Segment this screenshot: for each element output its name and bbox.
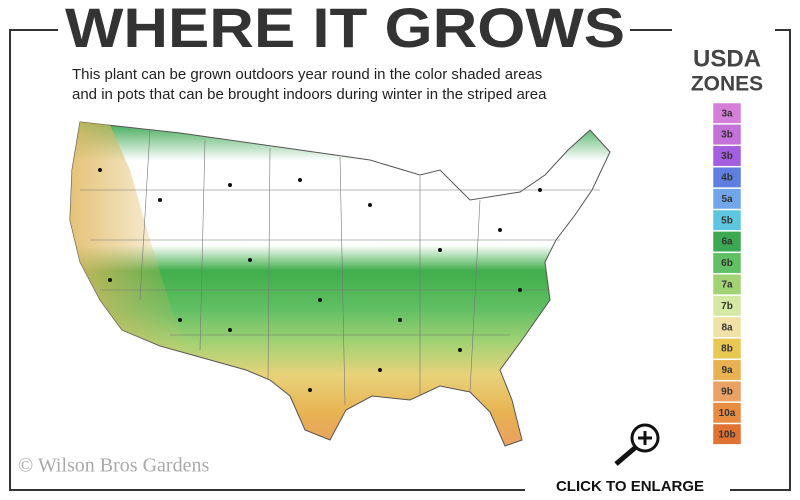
zone-swatch — [712, 423, 742, 445]
zone-swatch — [712, 380, 742, 402]
us-map — [69, 121, 611, 447]
frame — [9, 29, 791, 491]
legend: 3a 3b 3b 4b 5a 5b 6a 6b 7a 7b 8a 8b 9a 9b 10a 10b — [712, 102, 742, 445]
zone-label: 8b — [721, 344, 733, 355]
copyright: © Wilson Bros Gardens — [18, 455, 209, 477]
zone-label: 9a — [721, 365, 733, 376]
zone-swatch — [712, 295, 742, 317]
zone-label: 3b — [721, 151, 733, 162]
zone-label: 10a — [719, 408, 736, 419]
zone-swatch — [712, 316, 742, 338]
zone-swatch — [712, 359, 742, 381]
title: WHERE IT GROWS — [65, 0, 625, 59]
zone-label: 5a — [721, 194, 733, 205]
zone-label: 8a — [721, 322, 733, 333]
zone-swatch — [712, 252, 742, 274]
zone-swatch — [712, 188, 742, 210]
zone-label: 6b — [721, 258, 733, 269]
subtitle: This plant can be grown outdoors year ro… — [72, 66, 542, 83]
zone-swatch — [712, 102, 742, 124]
zone-swatch — [712, 402, 742, 424]
zone-label: 9b — [721, 387, 733, 398]
subtitle: and in pots that can be brought indoors … — [72, 86, 547, 103]
zone-label: 7a — [721, 280, 733, 291]
zone-swatch — [712, 231, 742, 253]
zone-label: 6a — [721, 237, 733, 248]
click-to-enlarge[interactable]: CLICK TO ENLARGE — [556, 478, 704, 495]
zone-swatch — [712, 273, 742, 295]
zone-swatch — [712, 145, 742, 167]
magnifier-icon[interactable] — [614, 423, 660, 466]
zone-label: 5b — [721, 215, 733, 226]
zone-swatch — [712, 124, 742, 146]
zone-label: 3a — [721, 108, 733, 119]
legend-title: USDA — [693, 45, 761, 72]
zone-swatch — [712, 166, 742, 188]
zone-swatch — [712, 209, 742, 231]
zone-label: 4b — [721, 173, 733, 184]
zone-label: 10b — [718, 429, 735, 440]
zone-label: 7b — [721, 301, 733, 312]
legend-title: ZONES — [691, 73, 763, 96]
zone-label: 3b — [721, 130, 733, 141]
zone-swatch — [712, 338, 742, 360]
